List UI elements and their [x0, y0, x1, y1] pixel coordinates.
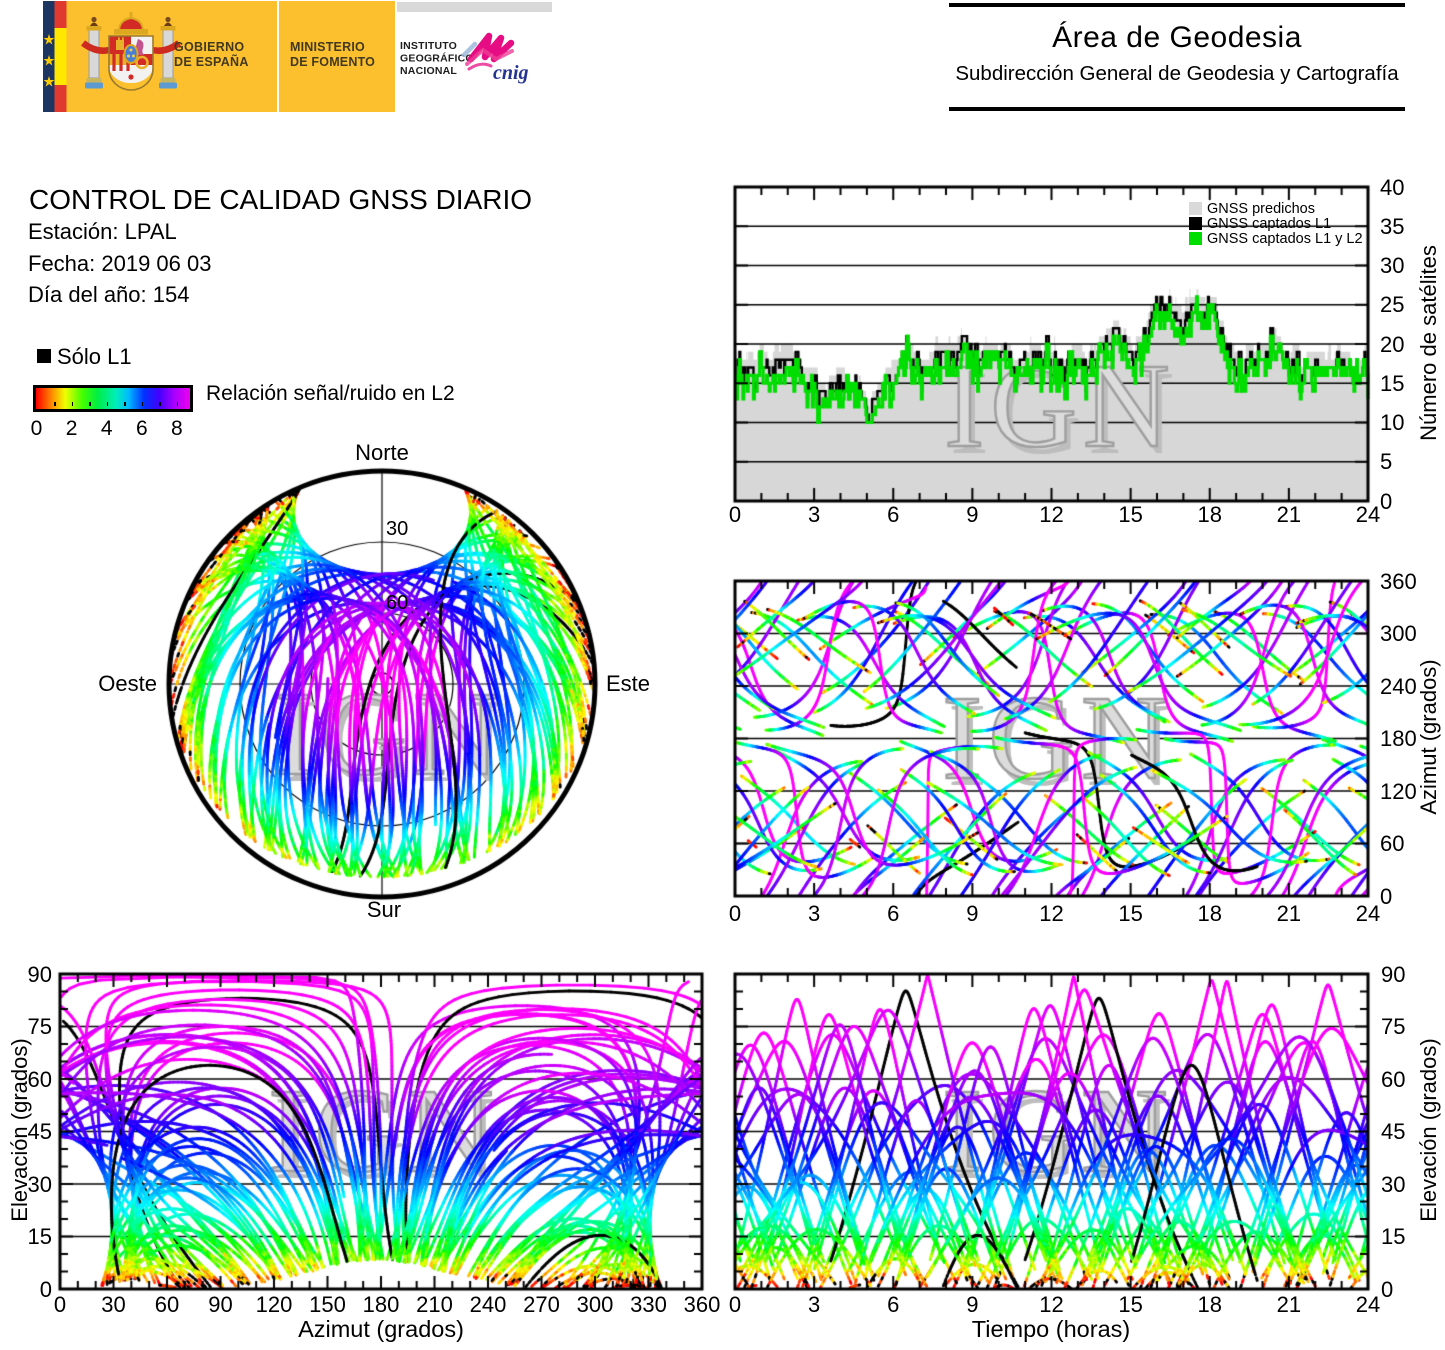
svg-text:DE FOMENTO: DE FOMENTO	[290, 55, 375, 69]
svg-text:GEOGRÁFICO: GEOGRÁFICO	[400, 52, 474, 65]
svg-text:INSTITUTO: INSTITUTO	[400, 40, 457, 52]
svg-text:DE ESPAÑA: DE ESPAÑA	[174, 54, 249, 69]
svg-text:GOBIERNO: GOBIERNO	[174, 40, 244, 54]
svg-text:NACIONAL: NACIONAL	[400, 65, 457, 77]
svg-text:MINISTERIO: MINISTERIO	[290, 40, 365, 54]
svg-text:cnig: cnig	[493, 62, 529, 84]
